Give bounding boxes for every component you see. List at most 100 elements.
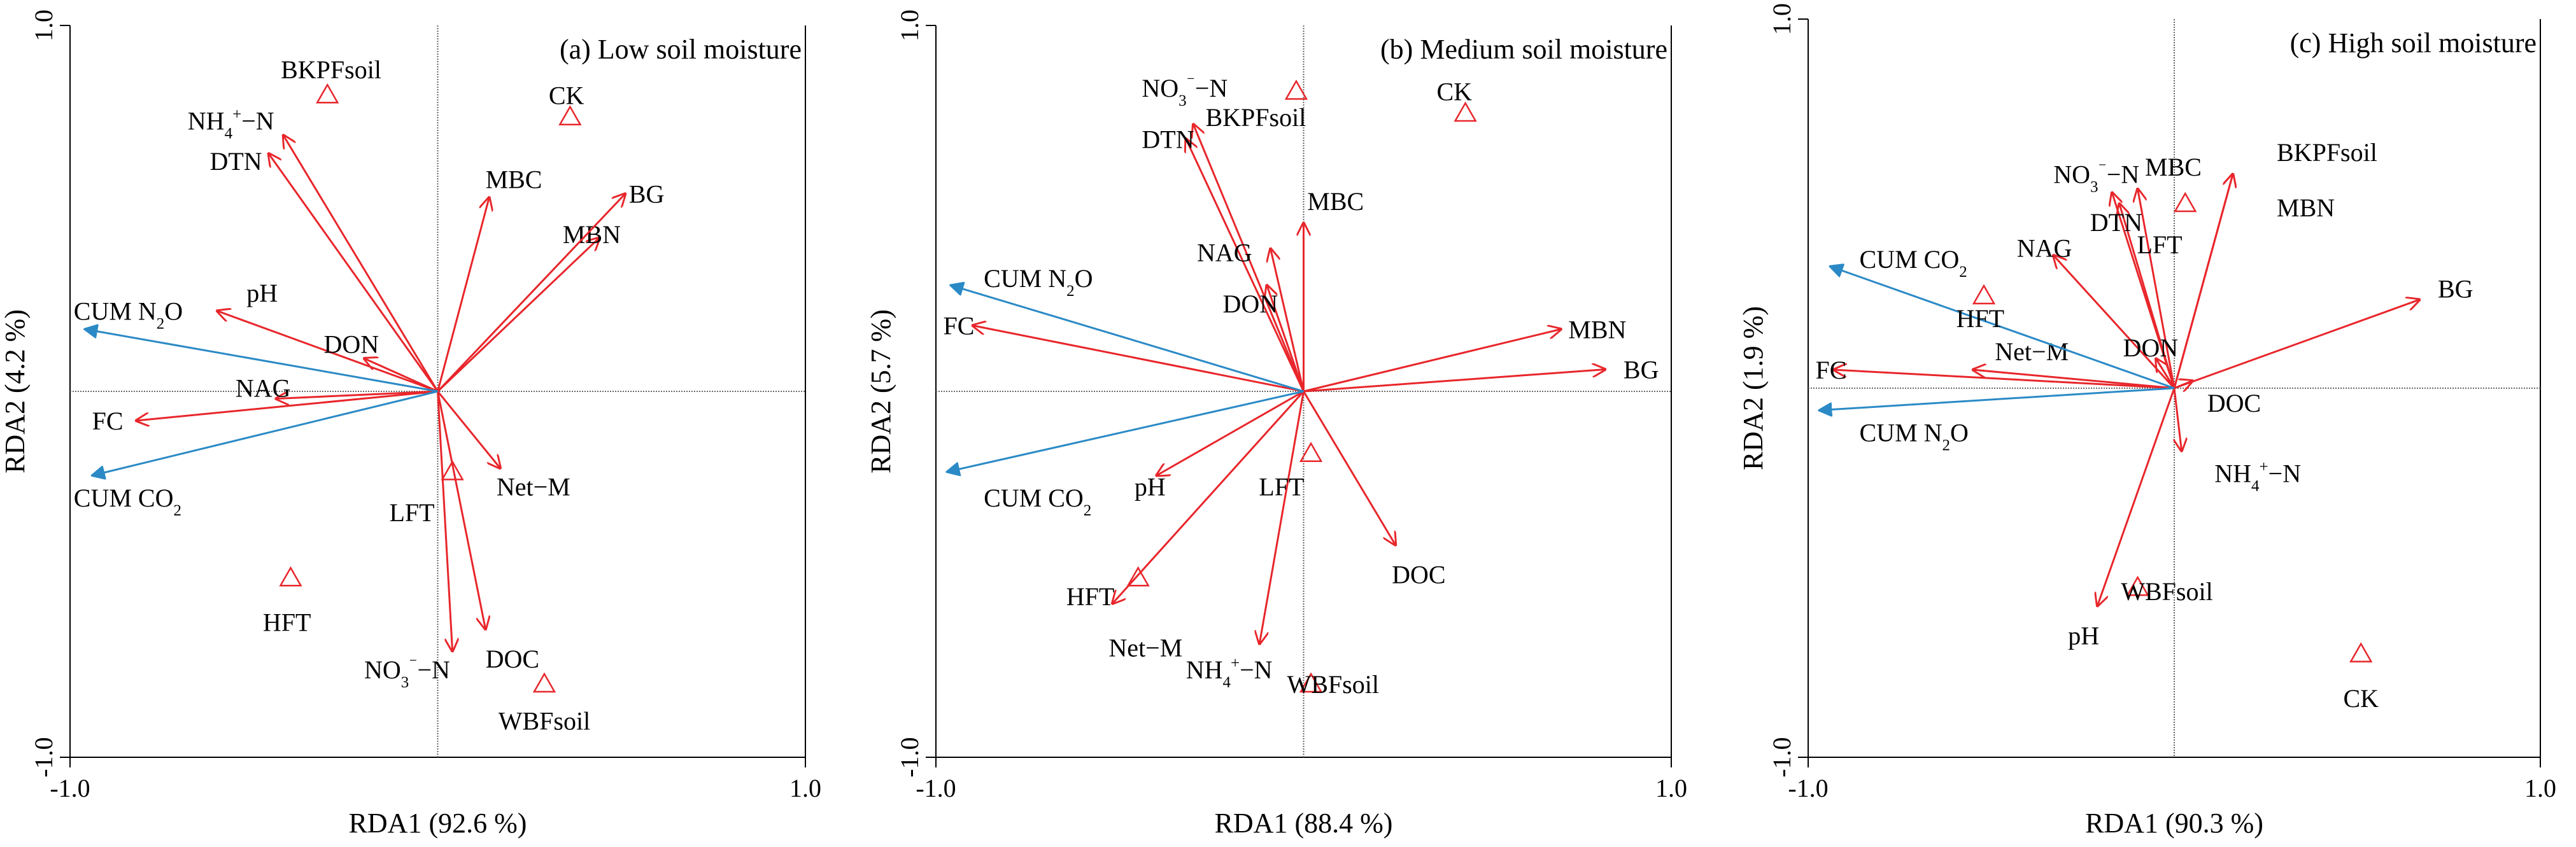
treatment-marker bbox=[532, 672, 556, 693]
explanatory-arrow-label: DON bbox=[323, 330, 379, 358]
treatment-label: LFT bbox=[2137, 230, 2182, 259]
treatment-label: HFT bbox=[1956, 304, 2004, 333]
response-arrow bbox=[85, 329, 438, 393]
explanatory-arrow bbox=[437, 194, 626, 393]
explanatory-arrow-label: DTN bbox=[2090, 208, 2142, 237]
treatment-label: HFT bbox=[1066, 582, 1115, 611]
explanatory-arrow-label: BG bbox=[629, 180, 665, 209]
explanatory-arrow bbox=[437, 391, 500, 468]
treatment-marker bbox=[1972, 284, 1996, 305]
explanatory-arrow-label: NAG bbox=[2017, 234, 2072, 263]
explanatory-arrow bbox=[2174, 300, 2419, 389]
explanatory-arrow-label: MBC bbox=[486, 165, 542, 194]
y-tick-label: 1.0 bbox=[29, 10, 58, 41]
rda-panel-1: -1.0 1.0 1.0 -1.0 RDA1 (92.6 %) RDA2 (4.2 %) (… bbox=[0, 10, 821, 839]
explanatory-arrow bbox=[276, 390, 438, 399]
explanatory-arrow-label: Net−M bbox=[1995, 337, 2069, 366]
explanatory-arrow bbox=[269, 153, 439, 392]
treatment-marker bbox=[1126, 566, 1150, 587]
explanatory-arrow-label: DOC bbox=[2207, 389, 2261, 417]
explanatory-arrow-label: FC bbox=[92, 407, 124, 435]
treatment-label: BKPFsoil bbox=[1205, 103, 1306, 132]
explanatory-arrow-label: NH4+−N bbox=[2214, 458, 2301, 494]
y-tick-label: 1.0 bbox=[895, 10, 924, 41]
treatment-label: LFT bbox=[390, 498, 435, 527]
explanatory-arrow-label: NH4+−N bbox=[188, 106, 274, 143]
response-arrow bbox=[1819, 387, 2175, 410]
explanatory-arrow-label: DON bbox=[1222, 290, 1278, 318]
explanatory-arrow bbox=[283, 136, 439, 392]
explanatory-arrow bbox=[2097, 388, 2176, 606]
y-tick-label: -1.0 bbox=[29, 737, 58, 777]
y-tick-label: -1.0 bbox=[1767, 737, 1796, 777]
explanatory-arrow-label: BG bbox=[1624, 356, 1659, 384]
x-tick-label: -1.0 bbox=[1788, 774, 1828, 802]
y-axis-label: RDA2 (5.7 %) bbox=[865, 309, 896, 473]
explanatory-arrow-label: DON bbox=[2123, 333, 2179, 362]
explanatory-arrow-label: NO3⁻−N bbox=[364, 655, 450, 691]
y-tick-label: -1.0 bbox=[895, 737, 924, 777]
x-tick-label: -1.0 bbox=[916, 774, 956, 802]
explanatory-arrow bbox=[437, 391, 453, 651]
explanatory-arrow bbox=[437, 197, 490, 392]
explanatory-arrow bbox=[1157, 390, 1305, 475]
explanatory-arrow bbox=[136, 390, 438, 421]
treatment-label: LFT bbox=[1259, 473, 1304, 501]
explanatory-arrow bbox=[1271, 249, 1305, 392]
explanatory-arrow-label: NO3⁻−N bbox=[2053, 160, 2139, 196]
explanatory-arrow-label: NH4+−N bbox=[1186, 655, 1273, 691]
explanatory-arrow-label: NO3⁻−N bbox=[1142, 73, 1228, 109]
explanatory-arrow bbox=[2156, 359, 2176, 389]
treatment-label: WBFsoil bbox=[1287, 670, 1378, 699]
explanatory-arrow bbox=[1267, 285, 1305, 392]
explanatory-arrow-label: DOC bbox=[486, 645, 539, 673]
explanatory-arrow bbox=[2053, 255, 2176, 389]
treatment-label: BKPFsoil bbox=[281, 55, 381, 84]
panel-title: (a) Low soil moisture bbox=[560, 34, 802, 65]
y-tick-label: 1.0 bbox=[1767, 3, 1796, 35]
explanatory-arrow bbox=[973, 326, 1304, 393]
treatment-label: CK bbox=[1436, 78, 1472, 106]
x-axis-label: RDA1 (90.3 %) bbox=[2085, 808, 2263, 839]
treatment-marker bbox=[279, 566, 302, 587]
explanatory-arrow bbox=[2173, 174, 2233, 389]
response-arrow bbox=[1830, 267, 2175, 389]
panel-title: (c) High soil moisture bbox=[2290, 27, 2537, 59]
explanatory-arrow-label: MBC bbox=[2145, 153, 2202, 181]
explanatory-arrow bbox=[2174, 381, 2193, 388]
explanatory-arrow bbox=[1303, 370, 1606, 393]
response-arrow-label: CUM CO2 bbox=[984, 484, 1091, 519]
explanatory-arrow-label: MBN bbox=[563, 220, 621, 249]
explanatory-arrow bbox=[1112, 390, 1305, 604]
explanatory-arrow-label: BG bbox=[2438, 274, 2473, 303]
explanatory-arrow-label: BKPFsoil bbox=[2277, 138, 2377, 167]
explanatory-arrow-label: Net−M bbox=[1108, 634, 1182, 662]
panel-title: (b) Medium soil moisture bbox=[1380, 34, 1667, 65]
treatment-label: WBFsoil bbox=[499, 707, 590, 736]
explanatory-arrow bbox=[2174, 388, 2182, 451]
y-axis-label: RDA2 (1.9 %) bbox=[1737, 306, 1769, 470]
treatment-marker bbox=[2349, 642, 2373, 662]
rda-panel-2: -1.0 1.0 1.0 -1.0 RDA1 (88.4 %) RDA2 (5.7 %) (… bbox=[865, 10, 1687, 839]
x-axis-label: RDA1 (92.6 %) bbox=[349, 808, 527, 839]
treatment-label: CK bbox=[549, 81, 584, 109]
response-arrow bbox=[951, 285, 1304, 393]
treatment-label: CK bbox=[2343, 684, 2379, 713]
explanatory-arrow bbox=[2138, 189, 2176, 389]
explanatory-arrow bbox=[1259, 391, 1305, 644]
explanatory-arrow bbox=[364, 358, 439, 393]
x-tick-label: 1.0 bbox=[789, 774, 821, 802]
explanatory-arrow-label: DTN bbox=[1142, 125, 1194, 153]
explanatory-arrow-label: pH bbox=[2068, 622, 2099, 650]
explanatory-arrow-label: FC bbox=[1816, 356, 1847, 384]
treatment-marker bbox=[2126, 575, 2149, 596]
treatment-marker bbox=[558, 105, 582, 125]
explanatory-arrow-label: FC bbox=[944, 312, 975, 340]
x-tick-label: -1.0 bbox=[50, 774, 90, 802]
explanatory-arrow bbox=[1193, 124, 1305, 392]
explanatory-arrow-label: NAG bbox=[236, 374, 291, 402]
treatment-label: HFT bbox=[263, 608, 311, 636]
response-arrow-label: CUM CO2 bbox=[1860, 245, 1967, 281]
